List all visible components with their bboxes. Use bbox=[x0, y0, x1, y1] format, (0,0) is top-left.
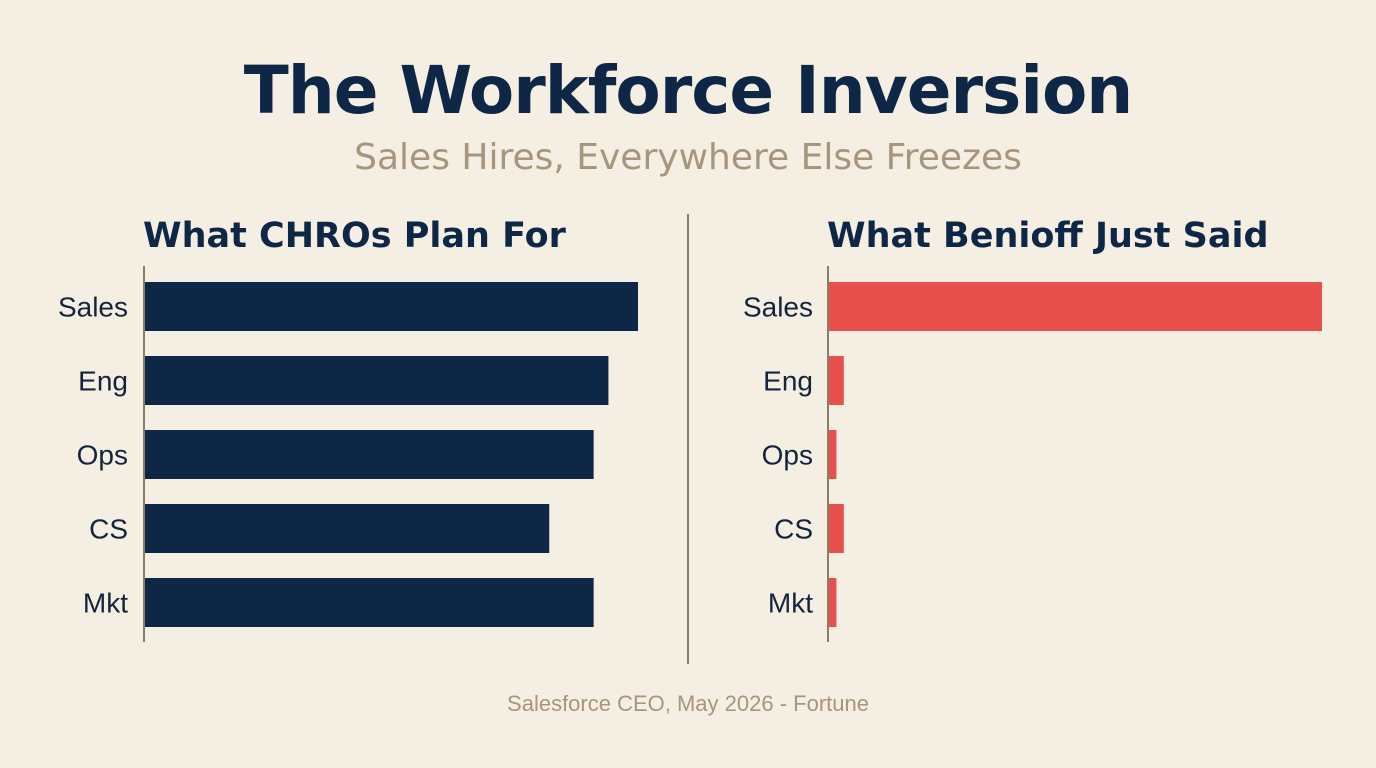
bar-chros-sales bbox=[145, 282, 638, 331]
bar-chros-cs bbox=[145, 504, 550, 553]
bar-benioff-sales bbox=[829, 282, 1322, 331]
center-divider bbox=[687, 214, 689, 664]
chart-chros-plan: What CHROs Plan For Sales Eng Ops CS Mkt bbox=[58, 216, 638, 642]
bar-chros-eng bbox=[145, 356, 609, 405]
category-label: Mkt bbox=[83, 588, 128, 619]
category-label: Mkt bbox=[768, 588, 813, 619]
category-label: Sales bbox=[743, 292, 813, 323]
bar-benioff-cs bbox=[829, 504, 844, 553]
bar-chros-mkt bbox=[145, 578, 594, 627]
chart-benioff-said: What Benioff Just Said Sales Eng Ops CS Mkt bbox=[743, 216, 1322, 642]
category-label: Sales bbox=[58, 292, 128, 323]
bar-benioff-eng bbox=[829, 356, 844, 405]
category-label: Ops bbox=[762, 440, 813, 471]
chart-title: What CHROs Plan For bbox=[143, 216, 567, 256]
category-label: Ops bbox=[77, 440, 128, 471]
category-label: CS bbox=[89, 514, 128, 545]
category-label: CS bbox=[774, 514, 813, 545]
bar-benioff-ops bbox=[829, 430, 837, 479]
bar-chros-ops bbox=[145, 430, 594, 479]
chart-title: What Benioff Just Said bbox=[827, 216, 1269, 256]
page-title: The Workforce Inversion bbox=[243, 52, 1134, 129]
category-label: Eng bbox=[78, 366, 128, 397]
bar-benioff-mkt bbox=[829, 578, 837, 627]
page-subtitle: Sales Hires, Everywhere Else Freezes bbox=[354, 137, 1022, 178]
category-label: Eng bbox=[763, 366, 813, 397]
source-caption: Salesforce CEO, May 2026 - Fortune bbox=[507, 691, 869, 716]
